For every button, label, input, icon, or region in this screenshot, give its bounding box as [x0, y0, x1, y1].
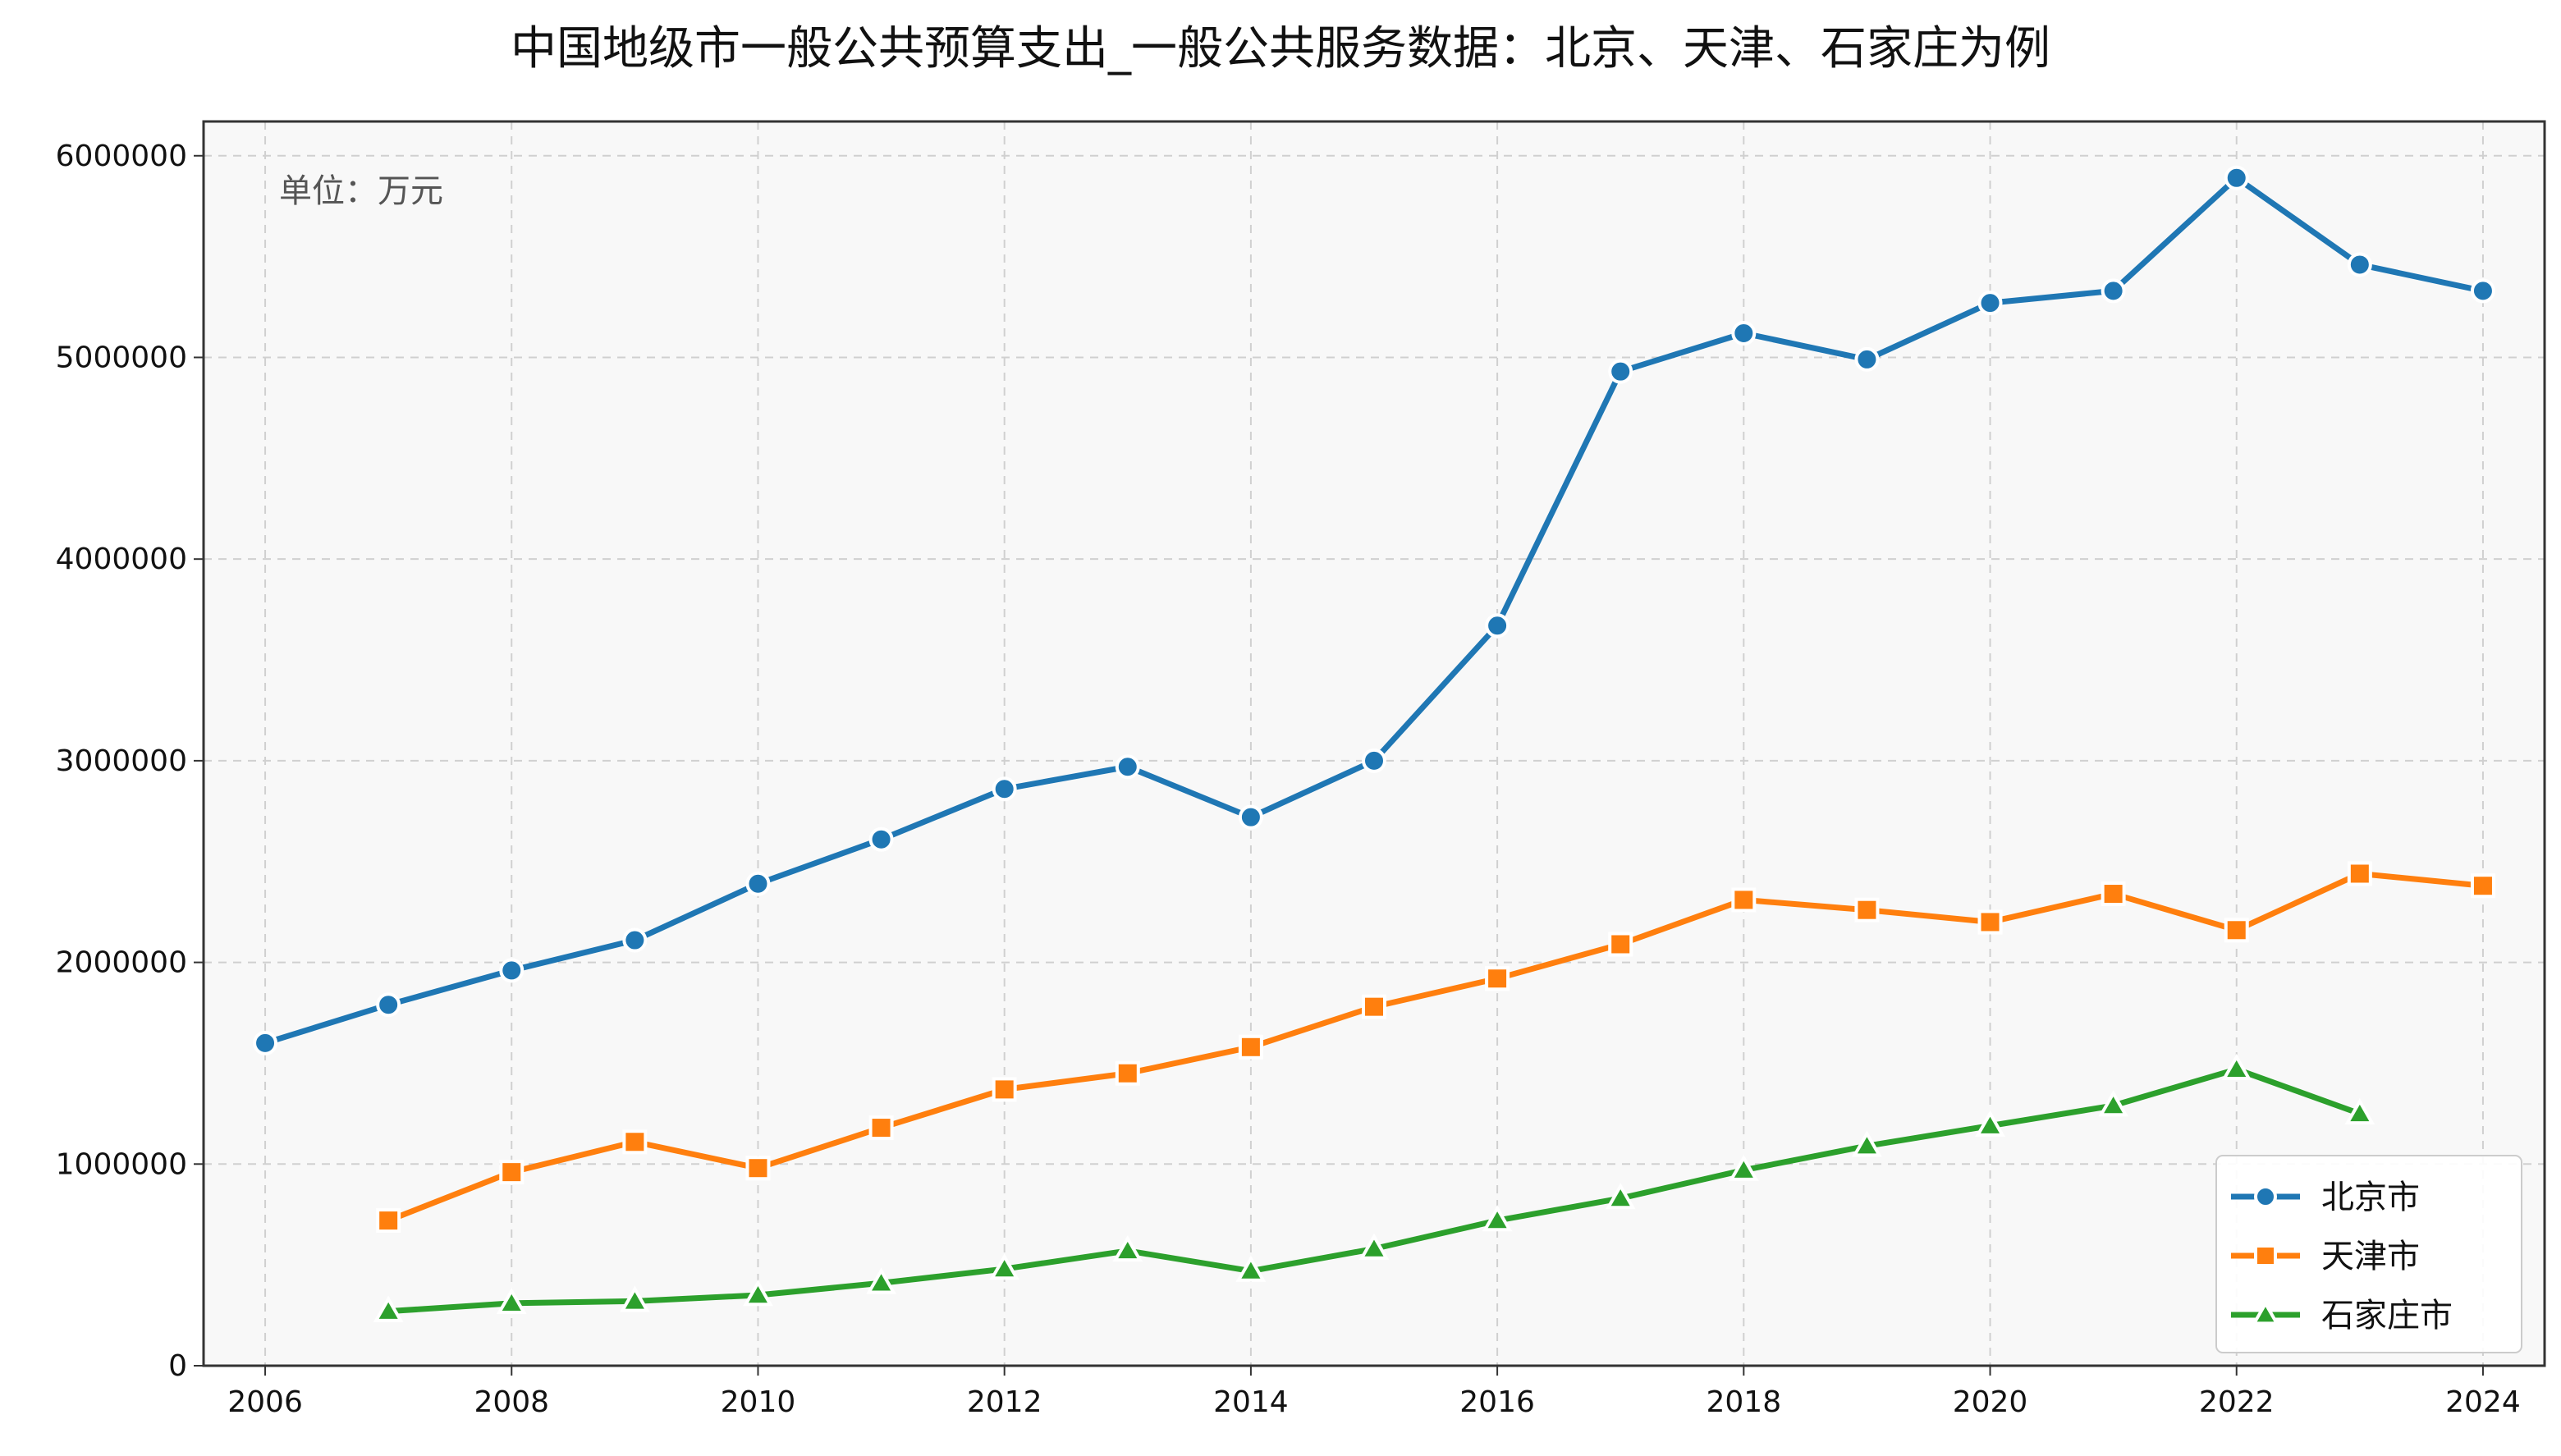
x-tick-label: 2024 [2445, 1385, 2521, 1419]
data-point [2101, 278, 2126, 304]
x-tick-label: 2020 [1953, 1385, 2028, 1419]
data-point [2347, 252, 2372, 277]
data-point [2470, 278, 2495, 304]
data-point [253, 1030, 278, 1055]
unit-annotation: 单位：万元 [279, 172, 443, 210]
legend-label: 石家庄市 [2321, 1297, 2453, 1335]
y-tick-label: 4000000 [56, 543, 187, 576]
data-point [2470, 873, 2495, 899]
data-point [1852, 1130, 1882, 1157]
data-point [1731, 320, 1757, 346]
series-line [385, 870, 2486, 1224]
series-1 [376, 861, 2495, 1234]
data-point [989, 1253, 1020, 1280]
data-point [622, 927, 648, 953]
y-tick-label: 5000000 [56, 341, 187, 374]
x-tick-label: 2016 [1459, 1385, 1535, 1419]
series-2 [373, 1053, 2375, 1322]
x-tick-label: 2012 [967, 1385, 1042, 1419]
data-point [622, 1129, 648, 1155]
data-point [2098, 1090, 2129, 1117]
data-point [2224, 918, 2249, 943]
legend-item: 北京市 [2231, 1179, 2420, 1216]
data-point [1977, 291, 2003, 316]
data-point [2221, 1053, 2252, 1081]
data-point [1608, 932, 1633, 957]
y-tick-label: 3000000 [56, 744, 187, 778]
legend-box [2215, 1155, 2522, 1353]
plot-area [204, 121, 2545, 1366]
legend-marker [2254, 1185, 2277, 1208]
data-point [743, 1280, 773, 1307]
legend-item: 石家庄市 [2231, 1297, 2453, 1335]
data-point [1112, 1234, 1143, 1262]
data-point [1358, 1233, 1390, 1260]
data-point [1115, 1060, 1140, 1086]
data-point [992, 1077, 1017, 1102]
data-point [2347, 861, 2372, 886]
data-point [1605, 1183, 1636, 1210]
data-point [1854, 897, 1880, 923]
chart-title: 中国地级市一般公共预算支出_一般公共服务数据：北京、天津、石家庄为例 [511, 22, 2050, 76]
data-point [2224, 165, 2249, 190]
axes: 2006 2008 2010 2012 2014 2016 2018 2020 2022 2024… [56, 120, 2546, 1419]
x-tick-label: 2014 [1213, 1385, 1289, 1419]
data-point [1482, 1205, 1513, 1232]
data-point [745, 1156, 771, 1181]
series-0 [253, 165, 2495, 1055]
x-tick-label: 2018 [1707, 1385, 1782, 1419]
data-point [2344, 1097, 2375, 1125]
x-tick-label: 2022 [2199, 1385, 2275, 1419]
legend-item: 天津市 [2231, 1238, 2420, 1275]
y-tick-label: 1000000 [56, 1147, 187, 1181]
legend-marker [2251, 1300, 2280, 1326]
data-point [1362, 994, 1386, 1019]
data-point [1362, 748, 1386, 773]
data-point [376, 1208, 401, 1234]
data-point [1238, 1034, 1263, 1060]
data-point [496, 1287, 527, 1315]
data-point [499, 1160, 525, 1185]
data-point [1115, 754, 1140, 780]
data-point [1728, 1154, 1759, 1181]
data-point [619, 1285, 650, 1312]
series-layer [253, 165, 2495, 1322]
data-point [1485, 966, 1510, 991]
data-point [745, 871, 771, 896]
data-point [1854, 346, 1880, 372]
y-tick-label: 0 [168, 1349, 187, 1383]
legend-label: 北京市 [2321, 1179, 2420, 1216]
data-point [1975, 1110, 2005, 1137]
data-point [1977, 909, 2003, 935]
plot-frame [202, 120, 2546, 1367]
x-tick-label: 2010 [721, 1385, 796, 1419]
legend-marker [2254, 1244, 2277, 1267]
data-point [2101, 881, 2126, 907]
data-point [373, 1295, 404, 1322]
data-point [1235, 1255, 1267, 1282]
x-tick-label: 2006 [227, 1385, 303, 1419]
data-point [499, 958, 525, 983]
data-point [866, 1267, 896, 1294]
y-tick-label: 6000000 [56, 140, 187, 173]
legend-label: 天津市 [2321, 1238, 2420, 1275]
data-point [1238, 804, 1263, 830]
y-tick-label: 2000000 [56, 946, 187, 980]
data-point [1485, 613, 1510, 639]
data-point [868, 1115, 894, 1141]
data-point [992, 776, 1017, 802]
data-point [1731, 887, 1757, 913]
data-point [376, 992, 401, 1018]
data-point [1608, 359, 1633, 384]
data-point [868, 826, 894, 852]
x-tick-label: 2008 [474, 1385, 549, 1419]
